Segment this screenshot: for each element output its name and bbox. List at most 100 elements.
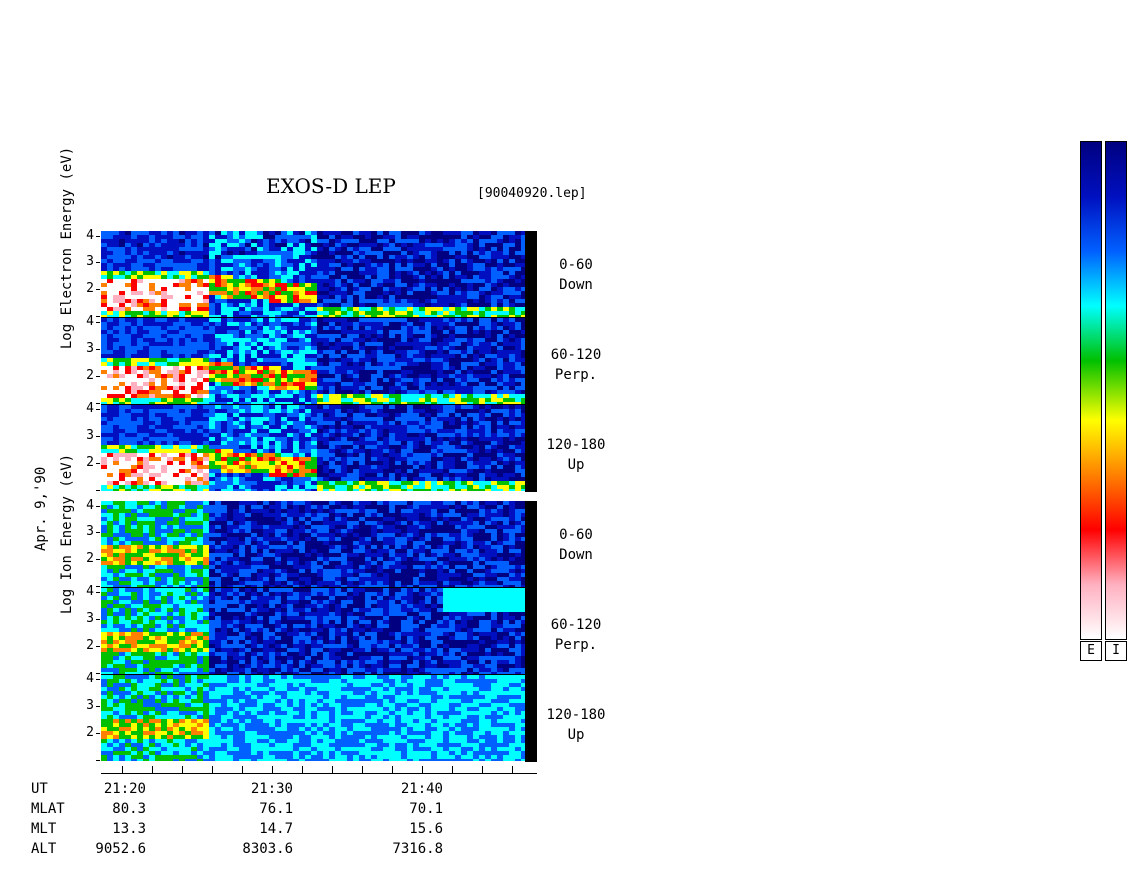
- spectrogram-cell: [191, 330, 197, 334]
- spectrogram-cell: [335, 295, 341, 299]
- spectrogram-cell: [299, 398, 305, 402]
- spectrogram-cell: [497, 402, 503, 404]
- spectrogram-cell: [407, 267, 413, 271]
- spectrogram-cell: [113, 473, 119, 477]
- spectrogram-cell: [233, 342, 239, 346]
- spectrogram-cell: [287, 417, 293, 421]
- spectrogram-cell: [161, 585, 167, 587]
- spectrogram-cell: [155, 425, 161, 429]
- spectrogram-cell: [305, 473, 311, 477]
- spectrogram-cell: [155, 513, 161, 517]
- spectrogram-cell: [101, 386, 107, 390]
- spectrogram-cell: [467, 299, 473, 303]
- spectrogram-cell: [209, 275, 215, 279]
- spectrogram-cell: [155, 445, 161, 449]
- spectrogram-cell: [149, 549, 155, 553]
- spectrogram-cell: [311, 437, 317, 441]
- spectrogram-cell: [473, 283, 479, 287]
- spectrogram-cell: [233, 417, 239, 421]
- spectrogram-cell: [515, 429, 521, 433]
- spectrogram-cell: [257, 457, 263, 461]
- spectrogram-cell: [521, 366, 525, 370]
- spectrogram-cell: [383, 421, 389, 425]
- spectrogram-cell: [107, 525, 113, 529]
- spectrogram-cell: [209, 437, 215, 441]
- spectrogram-cell: [455, 413, 461, 417]
- spectrogram-cell: [245, 287, 251, 291]
- spectrogram-cell: [209, 489, 215, 491]
- spectrogram-cell: [449, 311, 455, 315]
- spectrogram-cell: [155, 259, 161, 263]
- spectrogram-cell: [515, 378, 521, 382]
- spectrogram-cell: [257, 433, 263, 437]
- spectrogram-cell: [239, 267, 245, 271]
- spectrogram-cell: [155, 449, 161, 453]
- spectrogram-cell: [101, 303, 107, 307]
- spectrogram-cell: [497, 445, 503, 449]
- spectrogram-cell: [299, 287, 305, 291]
- spectrogram-cell: [179, 283, 185, 287]
- spectrogram-cell: [413, 326, 419, 330]
- spectrogram-cell: [377, 390, 383, 394]
- spectrogram-cell: [515, 235, 521, 239]
- spectrogram-cell: [173, 374, 179, 378]
- spectrogram-cell: [383, 453, 389, 457]
- spectrogram-cell: [305, 453, 311, 457]
- spectrogram-cell: [281, 370, 287, 374]
- spectrogram-cell: [389, 271, 395, 275]
- spectrogram-cell: [149, 386, 155, 390]
- spectrogram-cell: [503, 429, 509, 433]
- spectrogram-cell: [275, 413, 281, 417]
- spectrogram-cell: [329, 445, 335, 449]
- spectrogram-cell: [419, 303, 425, 307]
- spectrogram-cell: [281, 251, 287, 255]
- spectrogram-cell: [389, 453, 395, 457]
- spectrogram-cell: [269, 394, 275, 398]
- spectrogram-cell: [119, 303, 125, 307]
- spectrogram-cell: [461, 433, 467, 437]
- spectrogram-cell: [329, 279, 335, 283]
- spectrogram-cell: [401, 433, 407, 437]
- spectrogram-cell: [503, 267, 509, 271]
- spectrogram-cell: [143, 541, 149, 545]
- spectrogram-cell: [161, 362, 167, 366]
- spectrogram-cell: [209, 433, 215, 437]
- spectrogram-cell: [461, 307, 467, 311]
- spectrogram-cell: [467, 311, 473, 315]
- spectrogram-cell: [335, 485, 341, 489]
- spectrogram-cell: [383, 251, 389, 255]
- spectrogram-cell: [239, 350, 245, 354]
- spectrogram-cell: [365, 322, 371, 326]
- spectrogram-cell: [449, 279, 455, 283]
- spectrogram-cell: [179, 469, 185, 473]
- spectrogram-cell: [383, 247, 389, 251]
- spectrogram-cell: [155, 334, 161, 338]
- spectrogram-cell: [347, 263, 353, 267]
- spectrogram-cell: [497, 457, 503, 461]
- spectrogram-cell: [269, 453, 275, 457]
- spectrogram-cell: [161, 473, 167, 477]
- spectrogram-cell: [479, 382, 485, 386]
- spectrogram-cell: [515, 461, 521, 465]
- spectrogram-cell: [257, 394, 263, 398]
- spectrogram-cell: [413, 243, 419, 247]
- spectrogram-cell: [137, 390, 143, 394]
- spectrogram-cell: [449, 457, 455, 461]
- spectrogram-cell: [359, 425, 365, 429]
- spectrogram-cell: [107, 481, 113, 485]
- spectrogram-cell: [449, 405, 455, 409]
- spectrogram-cell: [269, 231, 275, 235]
- spectrogram-cell: [137, 307, 143, 311]
- spectrogram-cell: [245, 485, 251, 489]
- spectrogram-cell: [509, 354, 515, 358]
- spectrogram-cell: [431, 409, 437, 413]
- spectrogram-cell: [485, 354, 491, 358]
- spectrogram-cell: [467, 235, 473, 239]
- spectrogram-cell: [359, 330, 365, 334]
- spectrogram-cell: [347, 433, 353, 437]
- spectrogram-cell: [155, 235, 161, 239]
- spectrogram-cell: [287, 330, 293, 334]
- spectrogram-cell: [227, 366, 233, 370]
- spectrogram-cell: [485, 239, 491, 243]
- spectrogram-cell: [521, 295, 525, 299]
